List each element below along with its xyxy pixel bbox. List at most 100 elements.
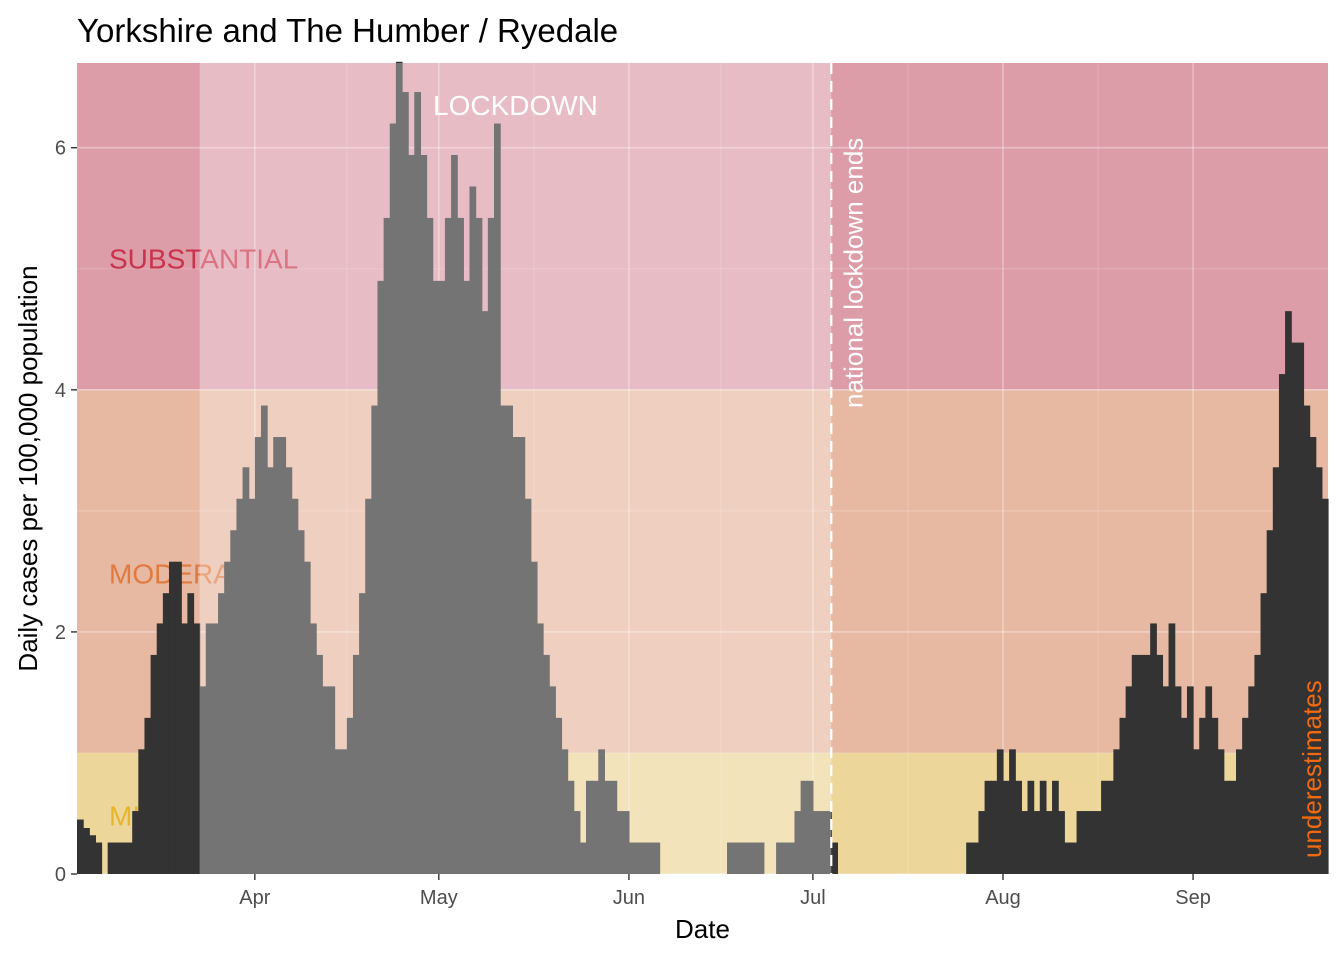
bar: [1137, 654, 1145, 874]
x-tick-label: May: [420, 887, 458, 909]
bar: [598, 749, 605, 874]
bar: [1088, 811, 1096, 874]
bar: [567, 780, 575, 874]
bar: [647, 842, 655, 874]
bar: [352, 654, 360, 874]
bar: [457, 217, 464, 874]
bar: [181, 623, 188, 874]
bar: [1242, 717, 1249, 874]
bar: [242, 467, 250, 874]
bar: [806, 780, 814, 874]
bar: [481, 311, 489, 874]
bar: [1309, 437, 1317, 874]
bar: [616, 811, 624, 874]
bar: [1064, 842, 1072, 874]
bar: [592, 780, 599, 874]
x-tick-label: Aug: [985, 887, 1021, 909]
bar: [1119, 717, 1127, 874]
bar: [230, 530, 238, 874]
bar: [389, 123, 397, 874]
bar: [395, 61, 403, 874]
y-tick-label: 4: [55, 380, 66, 402]
bar: [346, 717, 354, 874]
bar: [622, 811, 630, 874]
bar: [812, 811, 820, 874]
lockdown-shade: [199, 63, 832, 874]
bar: [205, 623, 213, 874]
bar: [1260, 593, 1268, 874]
bar: [1315, 467, 1323, 874]
bar: [1045, 811, 1053, 874]
bar: [1113, 749, 1121, 874]
bar: [1094, 811, 1102, 874]
bar: [334, 749, 342, 874]
bar: [512, 437, 520, 874]
x-axis-title: Date: [675, 914, 730, 944]
bar: [1150, 623, 1157, 874]
bar: [1321, 498, 1329, 874]
bar: [1186, 686, 1194, 874]
bar: [254, 437, 262, 874]
bar: [1156, 654, 1164, 874]
bar: [211, 623, 219, 874]
bar: [77, 819, 84, 874]
bar: [340, 749, 348, 874]
bar: [996, 749, 1004, 874]
bar: [1082, 811, 1090, 874]
y-axis: 0 2 4 6: [55, 138, 77, 886]
bar: [1229, 780, 1237, 874]
bar: [89, 835, 96, 874]
band-substantial: [77, 63, 1328, 390]
bar: [628, 842, 636, 874]
bar: [248, 498, 256, 874]
bar: [653, 842, 661, 874]
bar: [1107, 780, 1114, 874]
bar: [187, 593, 195, 874]
bar: [641, 842, 648, 874]
bar: [469, 186, 477, 874]
bar: [451, 154, 458, 875]
plot-panel: SUBSTANTIALMODERATEMILD LOCKDOWN nationa…: [77, 61, 1329, 875]
bar: [365, 498, 372, 874]
bar: [267, 467, 274, 874]
bar: [328, 686, 336, 874]
x-tick-label: Sep: [1175, 887, 1211, 909]
bar: [475, 217, 483, 874]
bar: [745, 842, 753, 874]
y-tick-label: 2: [55, 622, 66, 644]
bar: [518, 437, 526, 874]
bar: [549, 686, 556, 874]
bar: [138, 749, 146, 874]
chart-title: Yorkshire and The Humber / Ryedale: [77, 12, 618, 49]
bar: [144, 717, 152, 874]
bar: [585, 780, 593, 874]
bar: [1131, 654, 1139, 874]
y-axis-title: Daily cases per 100,000 population: [13, 265, 43, 671]
bar: [978, 811, 986, 874]
bar: [432, 280, 440, 874]
bar: [291, 498, 299, 874]
bar: [463, 280, 471, 874]
bar: [1021, 811, 1029, 874]
y-tick-label: 0: [55, 864, 66, 886]
bar: [487, 217, 495, 874]
bar: [1070, 842, 1078, 874]
bar: [1168, 623, 1176, 874]
bar: [1027, 780, 1035, 874]
bar: [1162, 686, 1170, 874]
bar: [1033, 811, 1041, 874]
bar: [1125, 686, 1133, 874]
bar: [524, 498, 532, 874]
bar: [1297, 342, 1305, 875]
bar: [1223, 780, 1231, 874]
bar: [1058, 811, 1065, 874]
bar: [831, 842, 839, 874]
bar: [285, 467, 293, 874]
bar: [279, 437, 287, 874]
bar: [739, 842, 747, 874]
x-tick-label: Jun: [613, 887, 645, 909]
bar: [359, 593, 366, 874]
bar: [1236, 749, 1243, 874]
bar: [1217, 749, 1225, 874]
bar: [408, 154, 415, 875]
